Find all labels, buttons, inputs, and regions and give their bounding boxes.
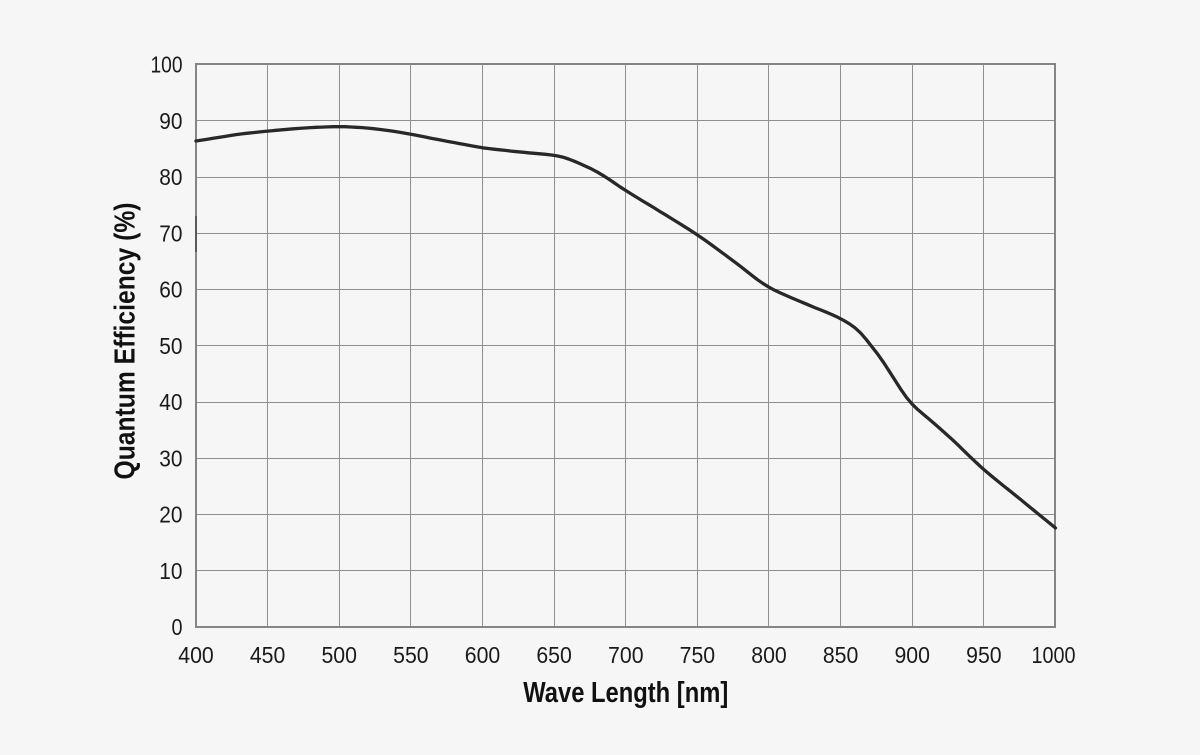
svg-text:900: 900 — [894, 642, 930, 668]
svg-text:40: 40 — [159, 389, 182, 415]
svg-text:80: 80 — [159, 164, 182, 190]
svg-text:750: 750 — [680, 642, 716, 668]
svg-text:600: 600 — [465, 642, 501, 668]
svg-text:1000: 1000 — [1032, 642, 1076, 668]
svg-text:800: 800 — [751, 642, 787, 668]
svg-text:100: 100 — [151, 52, 183, 78]
svg-text:700: 700 — [608, 642, 644, 668]
svg-text:10: 10 — [159, 558, 182, 584]
svg-text:0: 0 — [172, 614, 183, 640]
svg-text:400: 400 — [178, 642, 214, 668]
svg-text:450: 450 — [250, 642, 286, 668]
svg-text:70: 70 — [159, 220, 182, 246]
svg-text:Quantum Efficiency (%): Quantum Efficiency (%) — [110, 203, 142, 480]
svg-text:90: 90 — [159, 108, 182, 134]
svg-text:20: 20 — [159, 502, 182, 528]
svg-text:550: 550 — [393, 642, 429, 668]
svg-text:30: 30 — [159, 445, 182, 471]
svg-text:Wave Length [nm]: Wave Length [nm] — [523, 677, 728, 709]
svg-text:50: 50 — [159, 333, 182, 359]
svg-text:500: 500 — [321, 642, 357, 668]
svg-text:850: 850 — [823, 642, 859, 668]
svg-text:650: 650 — [536, 642, 572, 668]
svg-text:950: 950 — [966, 642, 1002, 668]
svg-text:60: 60 — [159, 277, 182, 303]
